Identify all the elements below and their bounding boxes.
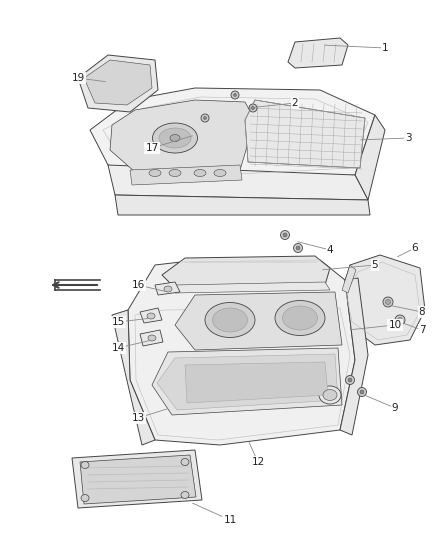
- Polygon shape: [130, 165, 242, 185]
- Polygon shape: [355, 115, 385, 200]
- Ellipse shape: [360, 390, 364, 394]
- Text: 8: 8: [419, 307, 425, 317]
- Polygon shape: [245, 100, 365, 168]
- Polygon shape: [342, 255, 425, 345]
- Polygon shape: [90, 88, 375, 185]
- Polygon shape: [342, 265, 356, 293]
- Ellipse shape: [205, 303, 255, 337]
- Text: 6: 6: [412, 243, 418, 253]
- Text: 17: 17: [145, 143, 159, 153]
- Ellipse shape: [181, 491, 189, 498]
- Ellipse shape: [194, 169, 206, 176]
- Polygon shape: [157, 354, 338, 410]
- Polygon shape: [162, 256, 330, 288]
- Text: 7: 7: [419, 325, 425, 335]
- Ellipse shape: [164, 286, 172, 292]
- Polygon shape: [340, 278, 368, 435]
- Polygon shape: [112, 310, 155, 445]
- Ellipse shape: [323, 390, 337, 400]
- Text: 10: 10: [389, 320, 402, 330]
- Polygon shape: [152, 348, 342, 415]
- Text: 5: 5: [372, 260, 378, 270]
- Text: 11: 11: [223, 515, 237, 525]
- Polygon shape: [78, 55, 158, 112]
- Polygon shape: [185, 362, 328, 403]
- Polygon shape: [140, 330, 163, 346]
- Text: 12: 12: [251, 457, 265, 467]
- Polygon shape: [128, 258, 355, 445]
- Polygon shape: [108, 165, 368, 200]
- Text: 13: 13: [131, 413, 145, 423]
- Ellipse shape: [181, 458, 189, 465]
- Ellipse shape: [275, 301, 325, 335]
- Ellipse shape: [385, 300, 391, 304]
- Ellipse shape: [159, 128, 191, 148]
- Polygon shape: [115, 195, 370, 215]
- Ellipse shape: [81, 495, 89, 502]
- Polygon shape: [155, 282, 180, 295]
- Ellipse shape: [152, 123, 198, 153]
- Polygon shape: [175, 292, 342, 350]
- Ellipse shape: [357, 387, 367, 397]
- Ellipse shape: [148, 335, 156, 341]
- Ellipse shape: [319, 386, 341, 404]
- Ellipse shape: [231, 91, 239, 99]
- Ellipse shape: [283, 233, 287, 237]
- Ellipse shape: [346, 376, 354, 384]
- Ellipse shape: [233, 93, 237, 96]
- Polygon shape: [175, 282, 330, 293]
- Ellipse shape: [383, 297, 393, 307]
- Polygon shape: [84, 60, 152, 105]
- Ellipse shape: [204, 117, 206, 119]
- Ellipse shape: [170, 134, 180, 141]
- Text: 2: 2: [292, 98, 298, 108]
- Polygon shape: [140, 308, 162, 323]
- Ellipse shape: [348, 378, 352, 382]
- Text: 14: 14: [111, 343, 125, 353]
- Text: 16: 16: [131, 280, 145, 290]
- Ellipse shape: [212, 308, 247, 332]
- Polygon shape: [80, 455, 196, 504]
- Text: 19: 19: [71, 73, 85, 83]
- Ellipse shape: [296, 246, 300, 250]
- Text: 3: 3: [405, 133, 411, 143]
- Text: 4: 4: [327, 245, 333, 255]
- Text: 15: 15: [111, 317, 125, 327]
- Ellipse shape: [169, 169, 181, 176]
- Ellipse shape: [201, 114, 209, 122]
- Ellipse shape: [149, 169, 161, 176]
- Ellipse shape: [147, 313, 155, 319]
- Text: 9: 9: [392, 403, 398, 413]
- Ellipse shape: [251, 107, 254, 109]
- Polygon shape: [110, 100, 255, 178]
- Ellipse shape: [214, 169, 226, 176]
- Ellipse shape: [249, 104, 257, 112]
- Ellipse shape: [395, 315, 405, 325]
- Ellipse shape: [283, 306, 318, 330]
- Ellipse shape: [81, 462, 89, 469]
- Ellipse shape: [280, 230, 290, 239]
- Ellipse shape: [398, 318, 403, 322]
- Polygon shape: [288, 38, 348, 68]
- Polygon shape: [72, 450, 202, 508]
- Text: 1: 1: [381, 43, 389, 53]
- Ellipse shape: [293, 244, 303, 253]
